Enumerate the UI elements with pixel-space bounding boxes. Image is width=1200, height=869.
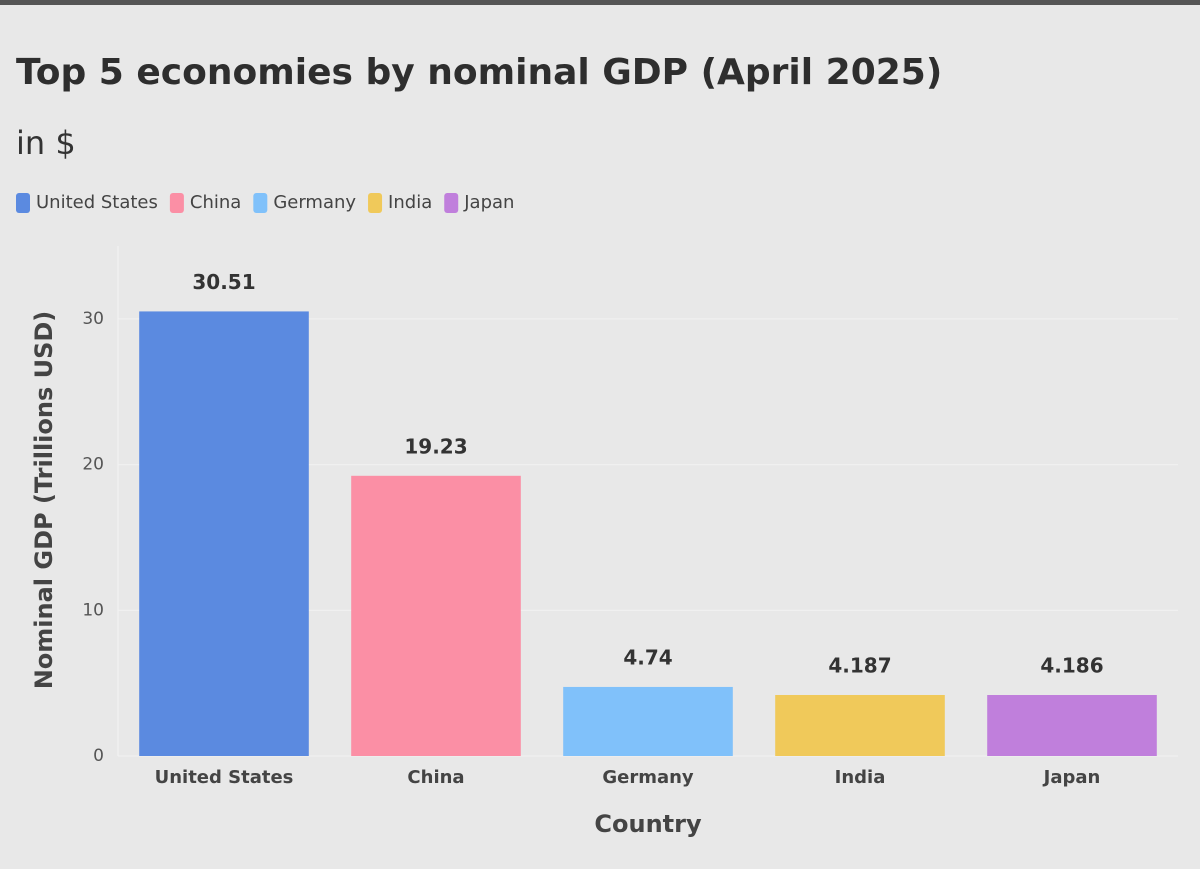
y-tick-label: 10 [82,600,104,620]
y-tick-label: 0 [93,746,104,766]
x-axis-label: Country [594,810,702,838]
legend-swatch [169,193,184,213]
legend-swatch [444,193,459,213]
x-tick-label: United States [155,767,294,788]
value-label: 4.74 [623,645,672,669]
legend-swatch [16,193,30,213]
chart-subtitle: in $ [16,124,76,162]
y-tick-label: 30 [82,309,104,329]
bar [775,694,945,756]
legend-label: India [388,192,432,213]
bar [987,695,1157,756]
value-label: 4.187 [828,653,891,677]
bar [563,686,733,756]
bar [351,475,521,756]
y-tick-label: 20 [82,455,104,475]
legend-swatch [253,193,268,213]
value-label: 30.51 [192,270,255,294]
bar [139,311,309,756]
value-label: 4.186 [1040,654,1103,678]
legend-label: United States [36,192,158,213]
legend-swatch [368,193,383,213]
legend-label: Germany [273,192,356,213]
x-tick-label: Japan [1042,767,1101,788]
value-label: 19.23 [404,434,467,458]
x-tick-label: India [835,767,886,788]
x-tick-label: Germany [602,767,694,788]
legend-label: Japan [463,192,514,213]
chart-title: Top 5 economies by nominal GDP (April 20… [16,52,942,93]
y-axis-label: Nominal GDP (Trillions USD) [30,311,58,690]
x-tick-label: China [407,767,464,788]
top-bar [0,0,1200,5]
legend-label: China [190,192,241,213]
